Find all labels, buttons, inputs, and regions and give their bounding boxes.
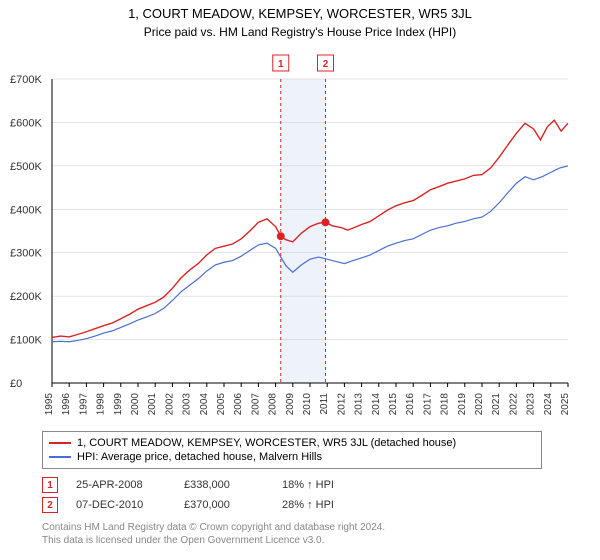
svg-text:2005: 2005 [216,393,227,416]
svg-text:1999: 1999 [113,393,124,416]
sale-row: 2 07-DEC-2010 £370,000 28% ↑ HPI [42,495,600,515]
footnote: Contains HM Land Registry data © Crown c… [42,521,600,547]
svg-text:2013: 2013 [354,393,365,416]
sale-price: £338,000 [184,479,264,491]
legend-swatch [49,442,71,444]
svg-text:2025: 2025 [560,393,571,416]
footnote-line: Contains HM Land Registry data © Crown c… [42,521,600,534]
svg-text:2022: 2022 [508,393,519,416]
svg-text:£300K: £300K [10,248,42,260]
svg-text:£700K: £700K [10,74,42,86]
svg-text:2011: 2011 [319,393,330,415]
legend-item: 1, COURT MEADOW, KEMPSEY, WORCESTER, WR5… [49,436,535,450]
svg-text:£500K: £500K [10,161,42,173]
svg-text:2017: 2017 [422,393,433,416]
chart-title: 1, COURT MEADOW, KEMPSEY, WORCESTER, WR5… [0,0,600,21]
sales-table: 1 25-APR-2008 £338,000 18% ↑ HPI 2 07-DE… [42,475,600,515]
footnote-line: This data is licensed under the Open Gov… [42,534,600,547]
svg-text:£200K: £200K [10,291,42,303]
legend: 1, COURT MEADOW, KEMPSEY, WORCESTER, WR5… [42,431,542,469]
svg-text:£100K: £100K [10,335,42,347]
sale-marker-icon: 2 [42,497,58,513]
svg-text:£400K: £400K [10,204,42,216]
sale-hpi: 18% ↑ HPI [282,479,372,491]
svg-text:2015: 2015 [388,393,399,416]
svg-text:1998: 1998 [96,393,107,416]
svg-text:2008: 2008 [268,393,279,416]
sale-marker-num: 2 [47,500,53,511]
svg-text:2004: 2004 [199,393,210,416]
svg-text:2016: 2016 [405,393,416,416]
svg-text:2024: 2024 [543,393,554,416]
sale-date: 25-APR-2008 [76,479,166,491]
svg-text:2019: 2019 [457,393,468,416]
svg-text:2010: 2010 [302,393,313,416]
svg-text:2000: 2000 [130,393,141,416]
svg-text:2021: 2021 [491,393,502,416]
svg-text:2002: 2002 [164,393,175,416]
sale-hpi: 28% ↑ HPI [282,499,372,511]
svg-text:2012: 2012 [336,393,347,416]
svg-text:2009: 2009 [285,393,296,416]
svg-text:2023: 2023 [526,393,537,416]
svg-text:2014: 2014 [371,393,382,416]
legend-label: HPI: Average price, detached house, Malv… [77,451,322,463]
svg-text:1: 1 [278,59,284,70]
svg-text:2001: 2001 [147,393,158,416]
chart-plot: £0 £100K £200K £300K £400K £500K £600K £700K 199… [8,45,578,425]
svg-text:2007: 2007 [250,393,261,416]
sale-row: 1 25-APR-2008 £338,000 18% ↑ HPI [42,475,600,495]
chart-container: 1, COURT MEADOW, KEMPSEY, WORCESTER, WR5… [0,0,600,560]
svg-text:1997: 1997 [78,393,89,416]
svg-text:2018: 2018 [440,393,451,416]
legend-label: 1, COURT MEADOW, KEMPSEY, WORCESTER, WR5… [77,437,456,449]
sale-date: 07-DEC-2010 [76,499,166,511]
svg-text:2020: 2020 [474,393,485,416]
svg-text:£600K: £600K [10,117,42,129]
sale-marker-icon: 1 [42,477,58,493]
sale-price: £370,000 [184,499,264,511]
svg-text:2006: 2006 [233,393,244,416]
sale-marker-num: 1 [47,480,53,491]
svg-text:£0: £0 [10,378,22,390]
chart-subtitle: Price paid vs. HM Land Registry's House … [0,25,600,39]
legend-swatch [49,456,71,458]
svg-text:1995: 1995 [44,393,55,416]
svg-text:2003: 2003 [182,393,193,416]
svg-text:1996: 1996 [61,393,72,416]
legend-item: HPI: Average price, detached house, Malv… [49,450,535,464]
svg-text:2: 2 [323,59,329,70]
